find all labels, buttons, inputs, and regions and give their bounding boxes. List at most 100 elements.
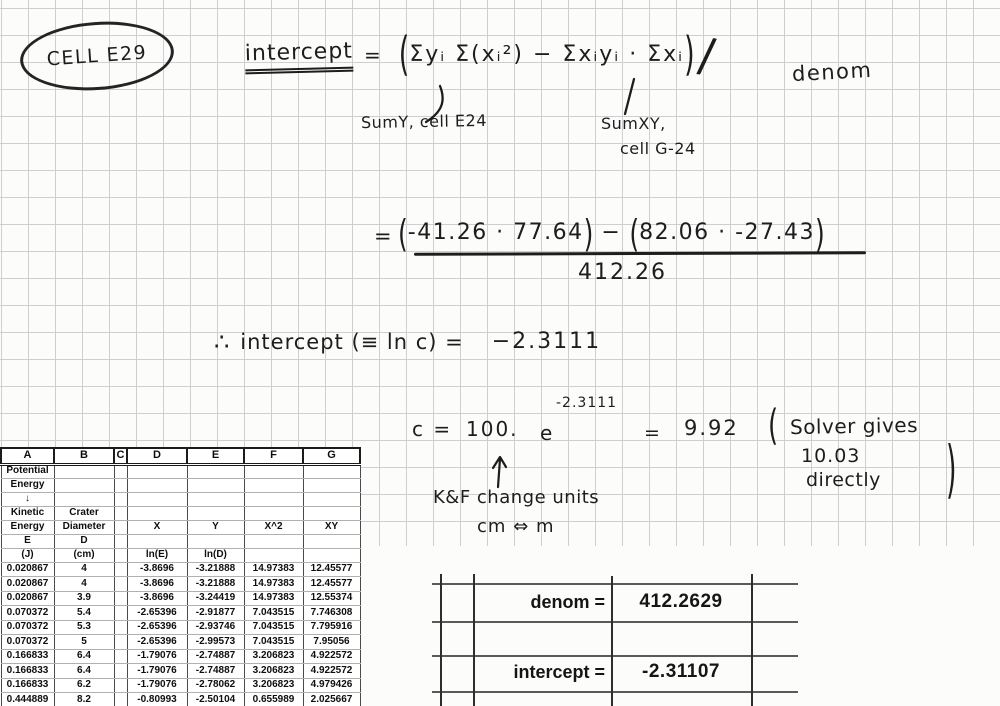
header-cell: ↓: [0, 491, 55, 507]
data-cell: 8.2: [53, 692, 115, 706]
data-cell: 3.206823: [243, 648, 304, 664]
results-grid-line: [751, 574, 753, 706]
c-coefficient: 100.: [466, 417, 519, 441]
header-cell: ln(D): [186, 547, 245, 563]
data-cell: -1.79076: [126, 663, 188, 679]
header-cell: [113, 519, 128, 535]
header-cell: [53, 463, 115, 479]
data-cell: 4.922572: [302, 663, 361, 679]
header-cell: [243, 463, 304, 479]
units-note-line1: K&F change units: [433, 487, 600, 508]
denom-value: 412.2629: [639, 591, 723, 612]
close-paren: ): [684, 28, 695, 82]
header-cell: [302, 533, 361, 549]
open-paren: (: [398, 28, 410, 82]
table-row: 0.070372 5 -2.65396 -2.99573 7.043515 7.95056: [0, 634, 361, 650]
data-cell: [113, 576, 128, 592]
data-cell: [113, 634, 128, 650]
data-cell: 3.206823: [243, 677, 304, 693]
data-cell: [113, 561, 128, 577]
data-cell: 2.025667: [302, 692, 361, 706]
e-base: e: [540, 421, 553, 445]
data-cell: 5.4: [53, 605, 115, 621]
data-cell: 6.2: [53, 677, 115, 693]
table-row: 0.070372 5.4 -2.65396 -2.91877 7.043515 7.746…: [0, 605, 361, 621]
data-cell: [113, 605, 128, 621]
open-paren: (: [398, 211, 408, 255]
table-row: 0.166833 6.2 -1.79076 -2.78062 3.206823 4.979…: [0, 677, 361, 693]
data-cell: -2.50104: [186, 692, 245, 706]
data-cell: 6.4: [53, 648, 115, 664]
header-cell: [126, 505, 188, 521]
data-cell: 0.166833: [0, 663, 55, 679]
results-grid-line: [432, 621, 798, 623]
table-row: 0.020867 4 -3.8696 -3.21888 14.97383 12.45577: [0, 561, 361, 577]
data-cell: 7.746308: [302, 605, 361, 621]
column-letter: B: [53, 447, 115, 466]
data-cell: 12.45577: [302, 576, 361, 592]
intercept-value: -2.31107: [642, 661, 720, 682]
results-grid-line: [440, 574, 442, 706]
data-cell: -2.65396: [126, 634, 188, 650]
data-cell: -2.74887: [186, 663, 245, 679]
solver-close-paren: ): [946, 435, 957, 507]
sumxy-callout-line1: SumXY,: [601, 114, 666, 133]
header-cell: Crater: [53, 505, 115, 521]
data-cell: -3.21888: [186, 576, 245, 592]
header-cell: [53, 477, 115, 493]
data-cell: -3.21888: [186, 561, 245, 577]
data-cell: 0.070372: [0, 605, 55, 621]
header-cell: [113, 463, 128, 479]
solver-note-line1: Solver gives: [789, 412, 919, 440]
open-paren: (: [629, 211, 640, 255]
header-cell: [113, 505, 128, 521]
header-cell: [186, 477, 245, 493]
data-cell: 7.795916: [302, 619, 361, 635]
formula-body: Σyᵢ Σ(xᵢ²) − Σxᵢyᵢ · Σxᵢ: [409, 42, 685, 67]
data-cell: 4.979426: [302, 677, 361, 693]
header-cell: [302, 477, 361, 493]
close-paren: ): [815, 211, 825, 255]
data-cell: [113, 648, 128, 664]
results-grid-line: [611, 576, 613, 706]
data-cell: -2.65396: [126, 619, 188, 635]
column-letter: A: [0, 447, 55, 466]
table-row: 0.166833 6.4 -1.79076 -2.74887 3.206823 4.922…: [0, 663, 361, 679]
data-cell: -3.8696: [126, 590, 188, 606]
header-cell: [186, 533, 245, 549]
header-row: Energy Diameter X Y X^2 XY: [0, 519, 361, 535]
header-row: Potential: [0, 463, 361, 479]
header-cell: [113, 491, 128, 507]
numerator-group-2: 82.06 · -27.43: [639, 220, 816, 245]
header-cell: [126, 491, 188, 507]
c-result-value: 9.92: [684, 416, 739, 440]
column-letter: D: [126, 447, 188, 466]
solver-open-paren: (: [768, 402, 779, 451]
header-cell: [302, 505, 361, 521]
results-grid-line: [432, 583, 798, 585]
close-paren: ): [583, 211, 594, 255]
minus-sign: −: [601, 220, 622, 245]
data-cell: -3.24419: [186, 590, 245, 606]
data-cell: -2.93746: [186, 619, 245, 635]
numerator-group-1: -41.26 · 77.64: [407, 220, 584, 245]
data-cell: -2.78062: [186, 677, 245, 693]
header-cell: [186, 491, 245, 507]
data-cell: -2.91877: [186, 605, 245, 621]
header-cell: [113, 477, 128, 493]
sumxy-callout-line2: cell G-24: [620, 139, 696, 158]
data-cell: 0.166833: [0, 677, 55, 693]
intercept-result-value: −2.3111: [491, 329, 602, 354]
data-cell: 7.043515: [243, 605, 304, 621]
divide-slash: /: [694, 27, 718, 83]
data-cell: 5.3: [53, 619, 115, 635]
results-grid-line: [432, 691, 798, 693]
intercept-label: intercept =: [513, 662, 605, 682]
formula-lhs: intercept: [245, 39, 354, 75]
column-letter: C: [113, 447, 128, 466]
data-cell: 4: [53, 561, 115, 577]
header-cell: [243, 533, 304, 549]
data-cell: [113, 677, 128, 693]
